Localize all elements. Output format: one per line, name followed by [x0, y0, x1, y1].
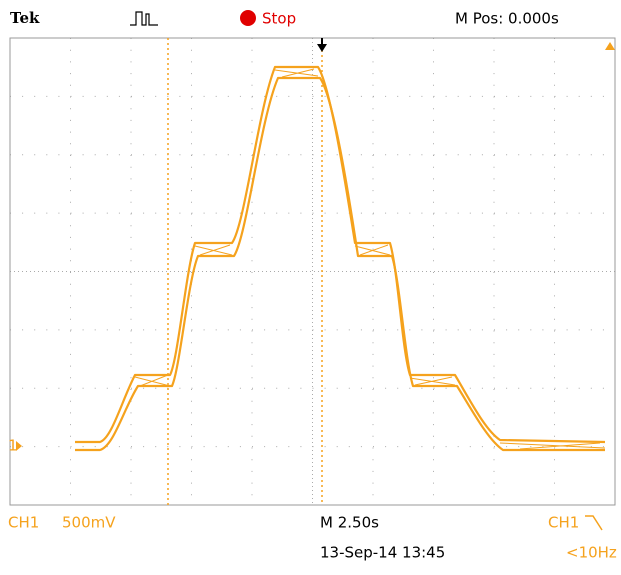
channel: CH1 [8, 514, 39, 532]
vertical-scale: 500mV [62, 514, 116, 532]
trigger-source: CH1 [548, 514, 579, 532]
position: M Pos: 0.000s [455, 10, 559, 28]
status: Stop [262, 10, 296, 28]
scope-screen: 1 Tek Stop M Pos: 0.000s CH1 500mV M 2.5… [0, 0, 621, 571]
logo: Tek [10, 9, 40, 27]
timebase: M 2.50s [320, 514, 379, 532]
frequency: <10Hz [566, 544, 617, 562]
date: 13-Sep-14 13:45 [320, 544, 445, 562]
background [0, 0, 621, 571]
status-icon [240, 10, 256, 26]
